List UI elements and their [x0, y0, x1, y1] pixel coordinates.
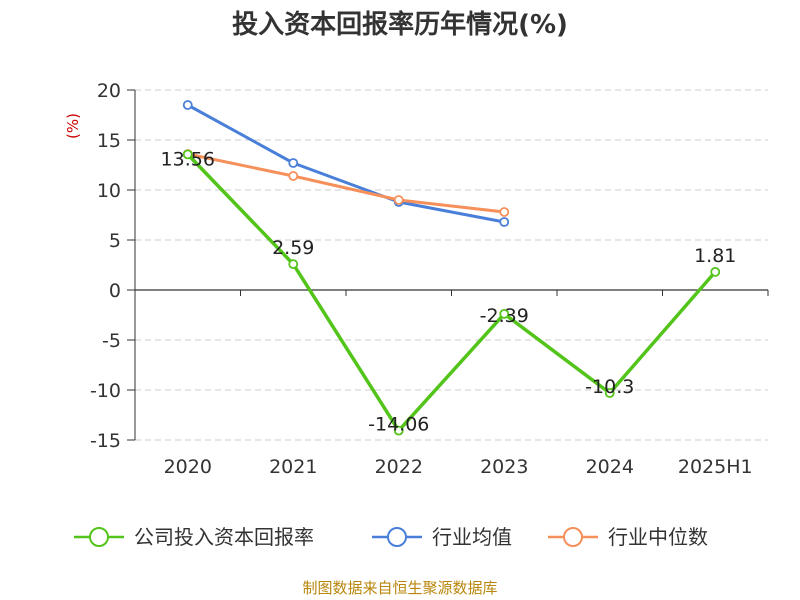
y-axis-label: (%) — [64, 113, 82, 139]
legend-item: 公司投入资本回报率 — [74, 525, 314, 549]
series-group — [182, 100, 721, 436]
data-label: -2.39 — [480, 305, 529, 327]
grid-lines — [135, 89, 768, 441]
series-point-2 — [499, 207, 510, 217]
series-point-0 — [604, 388, 615, 398]
y-tick-label: 5 — [109, 230, 121, 252]
axes: 20 15 10 5 0 -5 -10 -15 2020 2021 2022 2023 2024 2025… — [90, 80, 769, 478]
series-point-0 — [182, 149, 193, 160]
series-point-2 — [393, 195, 404, 205]
y-tick-label: 15 — [97, 130, 121, 152]
series-point-0 — [710, 266, 721, 277]
legend-label: 行业中位数 — [608, 525, 708, 549]
series-point-2 — [288, 171, 299, 181]
legend-marker — [387, 527, 407, 547]
series-point-1 — [182, 100, 193, 110]
y-tick-label: -10 — [90, 380, 121, 402]
series-point-0 — [393, 425, 404, 436]
series-point-0 — [288, 259, 299, 270]
series-point-1 — [288, 158, 299, 168]
data-label: -14.06 — [368, 414, 429, 436]
y-tick-label: 20 — [97, 80, 121, 102]
legend-label: 公司投入资本回报率 — [134, 525, 314, 549]
series-line-2 — [187, 152, 505, 214]
legend-item: 行业中位数 — [548, 525, 708, 549]
x-tick-label: 2021 — [269, 456, 317, 478]
series-line-1 — [187, 103, 505, 224]
data-label: -10.3 — [585, 376, 634, 398]
data-label: 13.56 — [161, 148, 215, 170]
chart-title: 投入资本回报率历年情况(%) — [232, 9, 568, 40]
x-tick-label: 2022 — [375, 456, 423, 478]
x-tick-label: 2025H1 — [678, 456, 753, 478]
legend-item: 行业均值 — [372, 525, 512, 549]
data-label: 1.81 — [694, 245, 736, 267]
legend-label: 行业均值 — [432, 525, 512, 549]
y-tick-label: 10 — [97, 180, 121, 202]
y-tick-label: 0 — [109, 280, 121, 302]
x-tick-label: 2020 — [164, 456, 212, 478]
x-tick-label: 2024 — [586, 456, 634, 478]
x-tick-label: 2023 — [480, 456, 528, 478]
series-line-0 — [186, 153, 717, 433]
legend: 公司投入资本回报率 行业均值 行业中位数 — [74, 525, 708, 549]
legend-marker — [563, 527, 583, 547]
y-tick-label: -5 — [102, 330, 121, 352]
series-point-0 — [499, 308, 510, 319]
source-note: 制图数据来自恒生聚源数据库 — [302, 579, 497, 597]
legend-marker — [89, 527, 109, 547]
series-point-1 — [499, 217, 510, 227]
data-label: 2.59 — [272, 237, 314, 259]
data-labels: 13.56 2.59 -14.06 -2.39 -10.3 1.81 — [161, 148, 737, 435]
y-tick-label: -15 — [90, 430, 121, 452]
